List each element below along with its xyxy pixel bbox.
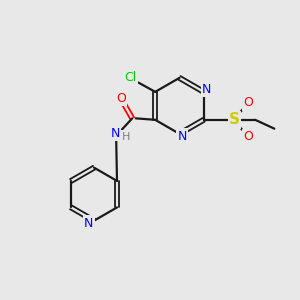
Text: O: O (116, 92, 126, 105)
Text: S: S (229, 112, 240, 127)
Text: O: O (243, 130, 253, 143)
Text: N: N (110, 127, 120, 140)
Text: N: N (178, 130, 187, 143)
Text: O: O (243, 96, 253, 109)
Text: H: H (122, 132, 130, 142)
Text: N: N (84, 217, 93, 230)
Text: Cl: Cl (124, 70, 136, 84)
Text: N: N (202, 83, 211, 96)
